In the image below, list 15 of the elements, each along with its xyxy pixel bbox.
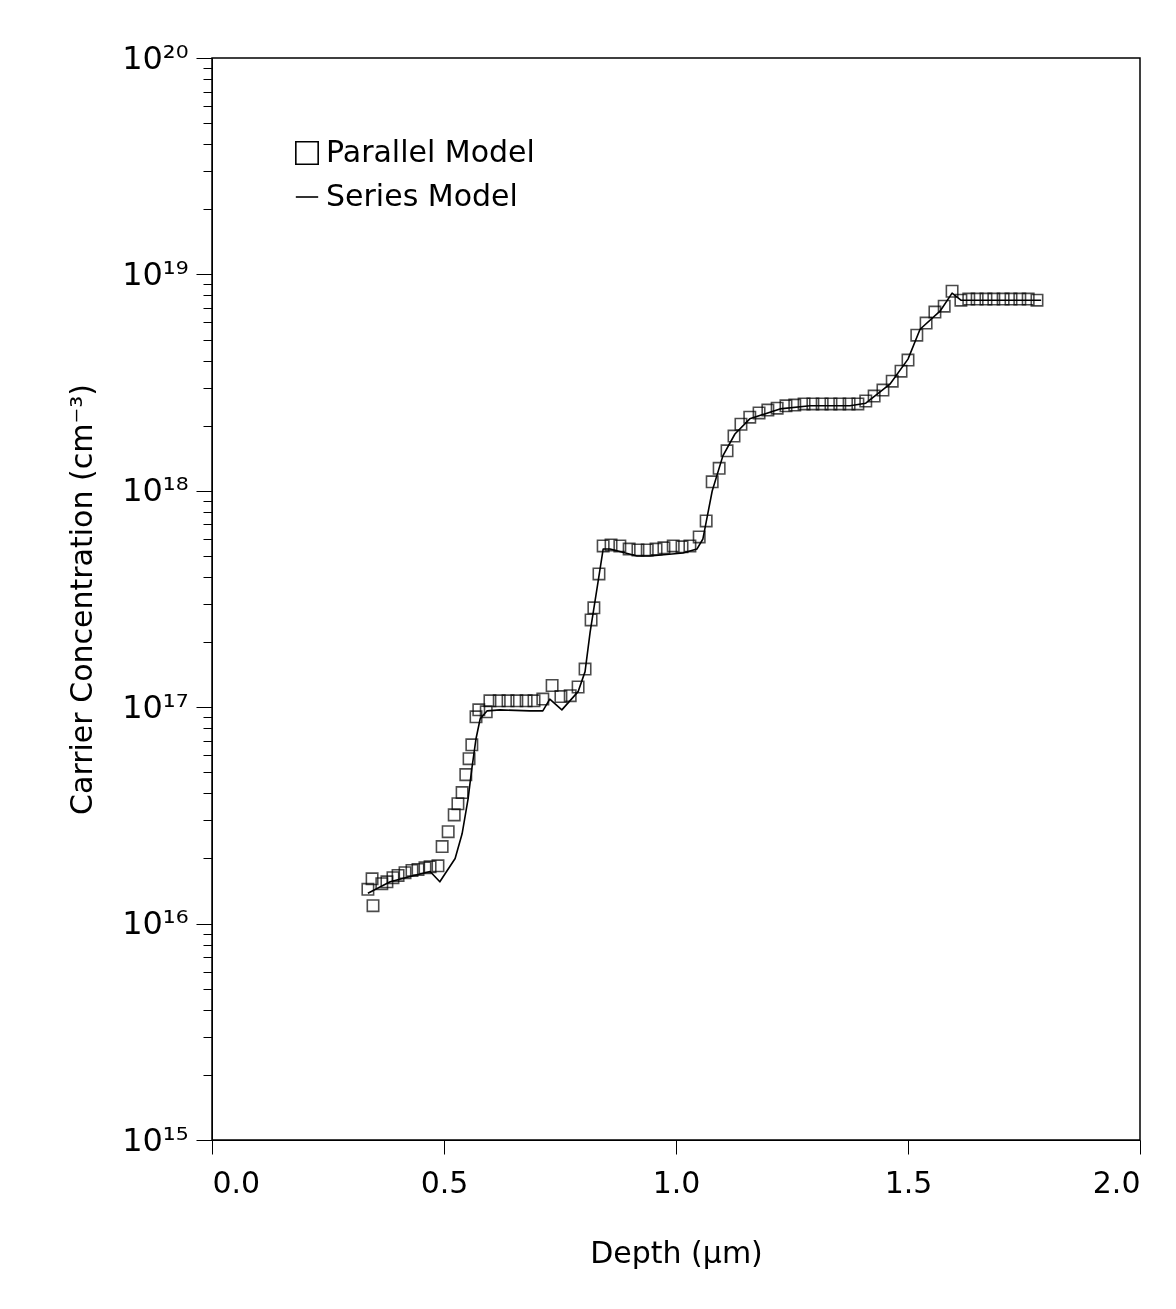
legend-label: Parallel Model: [326, 134, 535, 169]
y-tick-label: 10¹⁹: [122, 254, 189, 293]
y-tick-label: 10²⁰: [122, 38, 189, 77]
x-tick-label: 2.0: [1092, 1164, 1141, 1200]
legend-label: Series Model: [326, 178, 518, 213]
y-tick-label: 10¹⁷: [122, 687, 189, 726]
x-tick-label: 0.5: [420, 1164, 469, 1200]
x-tick-label: 1.5: [884, 1164, 933, 1200]
x-tick-label: 1.0: [652, 1164, 701, 1200]
x-tick-label: 0.0: [212, 1164, 261, 1200]
y-tick-label: 10¹⁶: [122, 904, 189, 943]
y-tick-label: 10¹⁸: [122, 471, 189, 510]
y-axis-title: Carrier Concentration (cm⁻³): [64, 384, 100, 815]
x-axis-title: Depth (μm): [590, 1234, 763, 1270]
y-tick-label: 10¹⁵: [122, 1120, 189, 1159]
